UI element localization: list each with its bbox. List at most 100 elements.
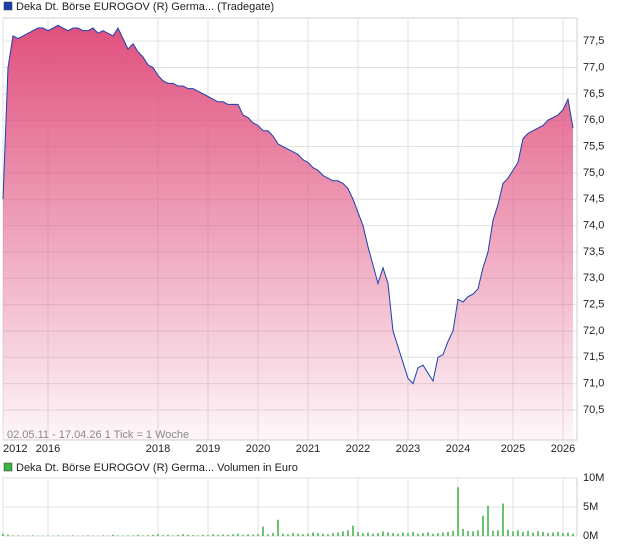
- volume-bar: [312, 532, 314, 536]
- volume-bar: [557, 531, 559, 536]
- volume-bar: [457, 487, 459, 536]
- y-tick-label: 73,5: [583, 246, 604, 258]
- volume-bar: [2, 533, 4, 536]
- volume-bar: [552, 532, 554, 536]
- volume-bar: [487, 505, 489, 536]
- volume-bar: [272, 533, 274, 536]
- volume-bar: [547, 533, 549, 536]
- volume-bar: [542, 531, 544, 536]
- x-tick-label: 2025: [501, 443, 525, 455]
- range-note: 02.05.11 - 17.04.26 1 Tick = 1 Woche: [7, 429, 189, 441]
- volume-bar: [222, 534, 224, 536]
- volume-bar: [427, 532, 429, 536]
- volume-bar: [137, 534, 139, 536]
- volume-bar: [362, 533, 364, 536]
- volume-bar: [147, 535, 149, 536]
- volume-bar: [497, 530, 499, 536]
- volume-bar: [432, 533, 434, 536]
- legend-label: Deka Dt. Börse EUROGOV (R) Germa... Volu…: [16, 462, 298, 474]
- volume-bar: [437, 533, 439, 536]
- volume-bar: [382, 531, 384, 536]
- volume-bar: [257, 534, 259, 536]
- volume-bar: [72, 535, 74, 536]
- volume-bar: [247, 534, 249, 536]
- volume-bar: [162, 535, 164, 536]
- volume-bar: [17, 535, 19, 536]
- volume-bar: [527, 530, 529, 536]
- volume-bar: [472, 531, 474, 536]
- y-tick-label: 76,0: [583, 114, 604, 126]
- volume-bar: [217, 534, 219, 536]
- volume-bar: [237, 533, 239, 536]
- volume-bar: [197, 535, 199, 536]
- x-tick-label: 2021: [296, 443, 320, 455]
- y-tick-label: 75,5: [583, 140, 604, 152]
- x-tick-label: 2026: [551, 443, 575, 455]
- volume-bar: [512, 531, 514, 536]
- x-tick-label: 2018: [146, 443, 170, 455]
- volume-bar: [417, 533, 419, 536]
- volume-bar: [372, 533, 374, 536]
- volume-bar: [412, 531, 414, 536]
- y-tick-label: 73,0: [583, 272, 604, 284]
- volume-bar: [207, 535, 209, 536]
- volume-bar: [452, 530, 454, 536]
- x-tick-label: 2022: [346, 443, 370, 455]
- volume-bar: [287, 534, 289, 536]
- volume-bar: [482, 515, 484, 536]
- volume-bar: [117, 535, 119, 536]
- volume-bar: [142, 535, 144, 536]
- volume-bar: [182, 534, 184, 536]
- legend-swatch: [3, 1, 13, 11]
- legend-swatch: [3, 462, 13, 472]
- volume-bar: [172, 535, 174, 536]
- volume-bar: [232, 534, 234, 536]
- volume-bar: [202, 534, 204, 536]
- volume-bar: [342, 531, 344, 536]
- x-tick-label: 2016: [36, 443, 60, 455]
- volume-bar: [212, 534, 214, 536]
- area-fill: [3, 25, 573, 440]
- y-tick-label: 71,0: [583, 378, 604, 390]
- volume-bar: [267, 534, 269, 536]
- volume-bar: [507, 529, 509, 536]
- y-tick-label: 75,0: [583, 167, 604, 179]
- volume-bar: [462, 529, 464, 536]
- volume-bar: [177, 534, 179, 536]
- volume-bar: [277, 519, 279, 536]
- volume-bar: [347, 530, 349, 536]
- volume-bar: [102, 535, 104, 536]
- volume-bar: [502, 503, 504, 536]
- legend-label: Deka Dt. Börse EUROGOV (R) Germa... (Tra…: [16, 1, 274, 13]
- volume-bar: [467, 530, 469, 536]
- volume-bar: [387, 532, 389, 536]
- volume-bar: [357, 531, 359, 536]
- volume-bar: [157, 534, 159, 536]
- volume-bar: [132, 535, 134, 536]
- volume-bar: [192, 535, 194, 536]
- volume-bar: [572, 533, 574, 536]
- volume-bar: [392, 533, 394, 536]
- volume-bar: [402, 532, 404, 536]
- volume-bar: [302, 534, 304, 536]
- x-tick-label: 2012: [3, 443, 27, 455]
- volume-bar: [252, 534, 254, 536]
- volume-bar: [327, 534, 329, 536]
- x-tick-label: 2023: [396, 443, 420, 455]
- x-tick-label: 2019: [196, 443, 220, 455]
- y-tick-label: 76,5: [583, 88, 604, 100]
- y-tick-label: 10M: [583, 472, 604, 484]
- y-tick-label: 0M: [583, 530, 598, 542]
- volume-bar: [47, 535, 49, 536]
- volume-bar: [87, 535, 89, 536]
- volume-bar: [227, 534, 229, 536]
- y-tick-label: 77,0: [583, 61, 604, 73]
- y-tick-label: 74,0: [583, 219, 604, 231]
- volume-bar: [242, 534, 244, 536]
- volume-bar: [367, 532, 369, 536]
- volume-bar: [332, 533, 334, 536]
- volume-bar: [567, 532, 569, 536]
- y-tick-label: 72,5: [583, 299, 604, 311]
- volume-bar: [152, 534, 154, 536]
